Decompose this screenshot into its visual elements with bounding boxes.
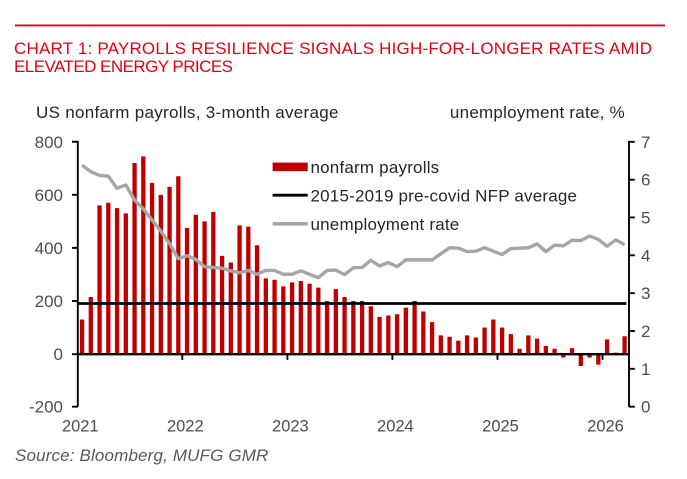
svg-text:200: 200 (35, 292, 63, 311)
svg-text:2015-2019 pre-covid NFP averag: 2015-2019 pre-covid NFP average (311, 186, 578, 205)
svg-text:2: 2 (641, 322, 650, 341)
svg-text:1: 1 (641, 360, 650, 379)
svg-text:5: 5 (641, 209, 650, 228)
svg-text:800: 800 (35, 133, 63, 152)
svg-text:0: 0 (641, 398, 650, 417)
svg-text:600: 600 (35, 186, 63, 205)
svg-text:ELEVATED ENERGY PRICES: ELEVATED ENERGY PRICES (14, 57, 233, 76)
svg-text:Source: Bloomberg, MUFG GMR: Source: Bloomberg, MUFG GMR (15, 446, 268, 465)
svg-text:2022: 2022 (167, 417, 204, 435)
svg-text:2024: 2024 (377, 417, 414, 435)
svg-text:US nonfarm payrolls, 3-month a: US nonfarm payrolls, 3-month average (36, 103, 339, 122)
svg-text:400: 400 (35, 239, 63, 258)
svg-text:-200: -200 (29, 398, 63, 417)
svg-text:7: 7 (641, 133, 650, 152)
svg-text:CHART 1: PAYROLLS RESILIENCE S: CHART 1: PAYROLLS RESILIENCE SIGNALS HIG… (14, 39, 652, 58)
svg-text:unemployment rate, %: unemployment rate, % (450, 103, 625, 122)
svg-text:4: 4 (641, 246, 650, 265)
svg-text:3: 3 (641, 284, 650, 303)
svg-text:2021: 2021 (62, 417, 99, 435)
svg-text:nonfarm payrolls: nonfarm payrolls (311, 158, 440, 177)
svg-text:2025: 2025 (482, 417, 519, 435)
svg-text:6: 6 (641, 171, 650, 190)
svg-text:unemployment rate: unemployment rate (311, 215, 460, 234)
svg-text:2023: 2023 (272, 417, 309, 435)
svg-text:0: 0 (54, 345, 63, 364)
svg-text:2026: 2026 (587, 417, 624, 435)
